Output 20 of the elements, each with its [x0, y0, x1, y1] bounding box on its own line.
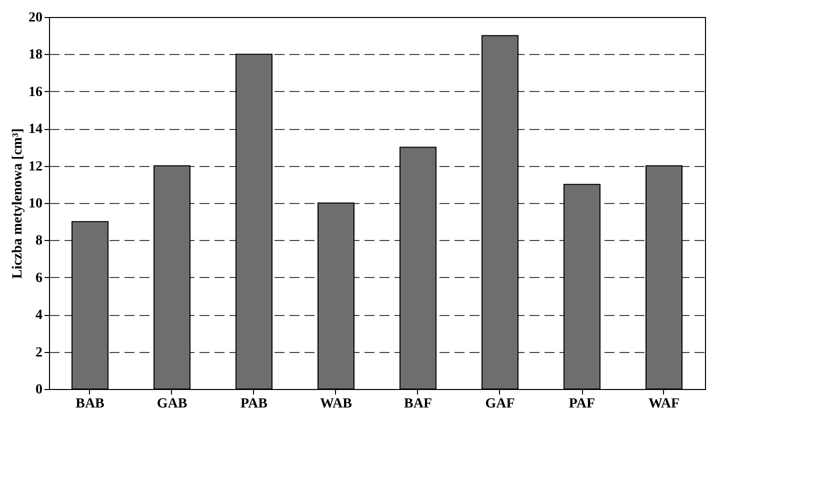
- y-tick-label: 12: [28, 159, 42, 174]
- x-tick-label: GAF: [485, 396, 515, 412]
- y-tick-label: 16: [28, 84, 42, 100]
- x-tick-label: BAF: [404, 396, 432, 412]
- y-axis-title: Liczba metylenowa [cm³]: [10, 128, 26, 279]
- y-tick-label: 4: [36, 308, 42, 324]
- y-tick-label: 8: [36, 234, 42, 249]
- y-tick-label: 14: [28, 122, 42, 138]
- y-tick-label: 20: [28, 10, 42, 26]
- x-tick-label: WAB: [320, 396, 352, 412]
- x-tick-label: WAF: [648, 396, 680, 412]
- y-tick-label: 10: [28, 196, 42, 212]
- x-tick-label: PAB: [240, 396, 268, 412]
- y-tick-label: 0: [36, 382, 42, 398]
- y-tick-label: 18: [28, 48, 42, 63]
- x-tick-label: BAB: [76, 396, 104, 412]
- x-tick-label: GAB: [156, 396, 188, 412]
- x-tick-label: PAF: [568, 396, 596, 412]
- y-tick-label: 6: [36, 270, 42, 286]
- y-tick-label: 2: [36, 345, 42, 360]
